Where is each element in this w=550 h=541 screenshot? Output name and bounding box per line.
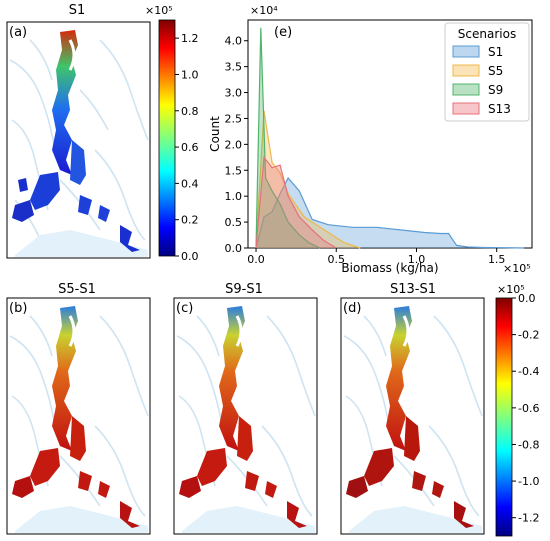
colorbar-bottom-bar — [495, 297, 513, 537]
y-tick-label: 2.0 — [225, 138, 243, 151]
colorbar-tick-label: 0.6 — [181, 141, 199, 154]
series-area-s13 — [256, 157, 337, 248]
legend-swatch-s5 — [452, 64, 480, 77]
colorbar-bottom: ×10⁵ 0.0 -0.2 -0.4 -0.6 -0.8 -1.0 -1.2 — [495, 283, 539, 537]
mangrove-map-c — [179, 306, 307, 528]
colorbar-tick-label: -0.4 — [518, 365, 539, 378]
series-area-s1 — [256, 178, 524, 248]
panel-d: S13-S1 (d) — [340, 282, 485, 535]
legend: Scenarios S1 S5 S9 S13 — [444, 22, 530, 122]
x-tick-label: 1.5 — [488, 253, 506, 266]
y-tick-label: 1.5 — [225, 164, 243, 177]
x-tick-label: 0.0 — [247, 253, 265, 266]
panel-b: S5-S1 (b) — [6, 282, 151, 535]
legend-swatch-s13 — [452, 102, 480, 115]
sea-area-a — [15, 230, 148, 257]
panel-b-frame — [6, 297, 151, 535]
y-tick-label: 0.0 — [225, 242, 243, 255]
panel-c-frame — [173, 297, 318, 535]
colorbar-top-ticks: 0.0 0.2 0.4 0.6 0.8 1.0 1.2 — [175, 32, 199, 263]
panel-a-label: (a) — [9, 25, 27, 40]
colorbar-top-exponent: ×10⁵ — [145, 4, 173, 17]
x-axis-label: Biomass (kg/ha) — [341, 261, 438, 275]
panel-b-label: (b) — [9, 301, 27, 316]
mangrove-map-b — [12, 306, 140, 528]
legend-label-s13: S13 — [488, 102, 511, 116]
panel-b-title: S5-S1 — [58, 282, 96, 297]
panel-d-label: (d) — [343, 301, 361, 316]
panel-e-label: (e) — [274, 25, 292, 40]
x-tick-label: 0.5 — [327, 253, 345, 266]
panel-a-frame — [6, 21, 151, 259]
y-tick-label: 4.0 — [225, 35, 243, 48]
panel-d-frame — [340, 297, 485, 535]
sea-area-d — [349, 506, 482, 533]
colorbar-tick-label: 0.0 — [518, 292, 536, 305]
x-axis-ticks: 0.0 0.5 1.0 1.5 — [247, 248, 505, 266]
legend-label-s5: S5 — [488, 64, 503, 78]
y-axis-exponent: ×10⁴ — [250, 4, 278, 17]
colorbar-tick-label: 0.4 — [181, 177, 199, 190]
colorbar-tick-label: 1.0 — [181, 68, 199, 81]
y-tick-label: 0.5 — [225, 216, 243, 229]
y-axis-label: Count — [208, 116, 222, 152]
legend-swatch-s1 — [452, 45, 480, 58]
colorbar-top: ×10⁵ 0.0 0.2 0.4 0.6 0.8 1.0 1.2 — [145, 4, 199, 263]
y-axis-ticks: 0.0 0.5 1.0 1.5 2.0 2.5 3.0 3.5 4.0 — [225, 35, 248, 255]
legend-label-s9: S9 — [488, 83, 503, 97]
y-tick-label: 3.5 — [225, 61, 243, 74]
colorbar-tick-label: -0.2 — [518, 329, 539, 342]
legend-box — [444, 22, 530, 122]
colorbar-top-bar — [158, 19, 176, 257]
colorbar-tick-label: -1.2 — [518, 512, 539, 525]
colorbar-tick-label: 0.2 — [181, 214, 199, 227]
y-tick-label: 1.0 — [225, 190, 243, 203]
y-tick-label: 2.5 — [225, 112, 243, 125]
panel-d-title: S13-S1 — [390, 282, 436, 297]
y-tick-label: 3.0 — [225, 87, 243, 100]
panel-c-title: S9-S1 — [225, 282, 263, 297]
series-area-s5 — [256, 110, 361, 248]
mangrove-map-d — [346, 306, 474, 528]
series-line-s13 — [255, 155, 337, 249]
series-line-s1 — [255, 176, 525, 249]
sea-area-b — [15, 506, 148, 533]
legend-title: Scenarios — [458, 27, 516, 41]
colorbar-tick-label: 0.8 — [181, 105, 199, 118]
panel-c-label: (c) — [176, 301, 193, 316]
panel-c: S9-S1 (c) — [173, 282, 318, 535]
river-network-b — [9, 315, 149, 517]
series-line-s9 — [255, 27, 321, 249]
legend-label-s1: S1 — [488, 45, 503, 59]
series-line-s5 — [255, 110, 361, 249]
mangrove-map-a — [12, 30, 140, 252]
legend-swatch-s9 — [452, 83, 480, 96]
colorbar-bottom-ticks: 0.0 -0.2 -0.4 -0.6 -0.8 -1.0 -1.2 — [512, 292, 539, 525]
colorbar-tick-label: -0.6 — [518, 402, 539, 415]
panel-a-title: S1 — [69, 3, 86, 18]
colorbar-bottom-exponent: ×10⁵ — [497, 283, 525, 296]
x-axis-exponent: ×10⁵ — [503, 262, 531, 275]
sea-area-c — [182, 506, 315, 533]
panel-a: S1 (a) — [6, 3, 151, 259]
colorbar-tick-label: -1.0 — [518, 475, 539, 488]
histogram-series — [255, 27, 525, 249]
legend-items: S1 S5 S9 S13 — [452, 45, 511, 116]
colorbar-tick-label: -0.8 — [518, 438, 539, 451]
colorbar-tick-label: 1.2 — [181, 32, 199, 45]
series-area-s9 — [256, 27, 321, 248]
x-tick-label: 1.0 — [408, 253, 426, 266]
histogram-panel-e: ×10⁴ 0.0 0.5 1.0 1.5 0.0 0.5 1.0 1.5 2.0 2.5 3.0 3… — [208, 4, 533, 275]
colorbar-tick-label: 0.0 — [181, 250, 199, 263]
